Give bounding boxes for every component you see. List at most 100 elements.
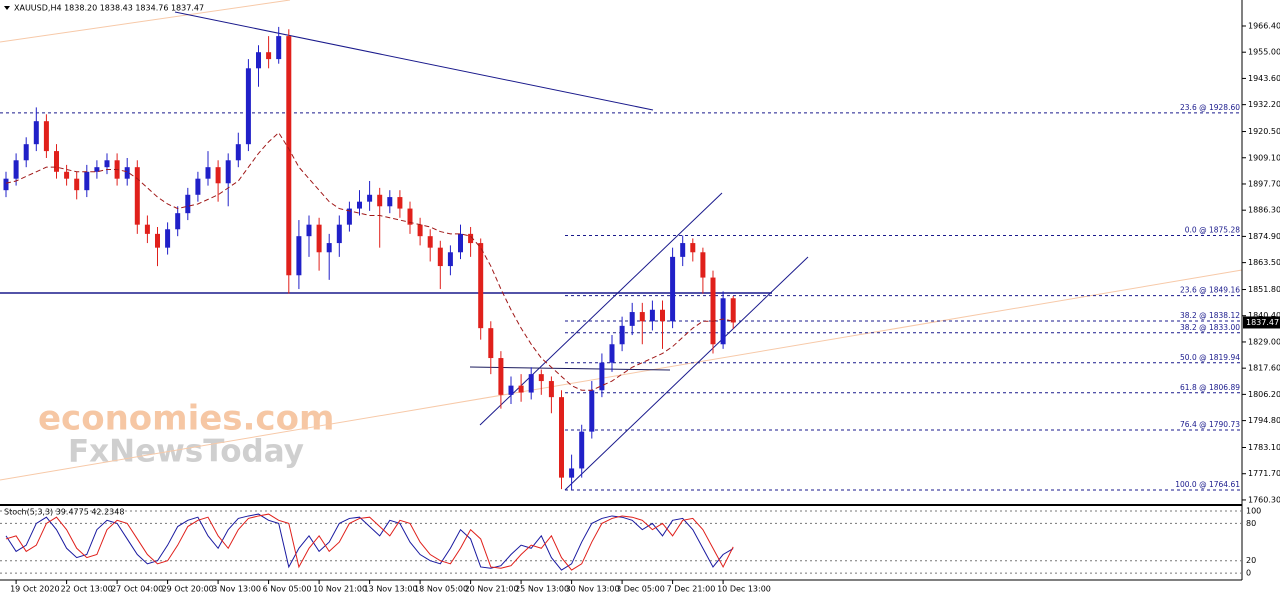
candle-body (165, 229, 171, 248)
x-tick-label: 10 Dec 13:00 (717, 585, 771, 594)
candle-body (700, 252, 706, 278)
menu-arrow[interactable] (4, 6, 10, 10)
trend-line (174, 11, 654, 111)
fib-label: 100.0 @ 1764.61 (1175, 480, 1240, 489)
candle-body (589, 390, 595, 432)
fib-label: 23.6 @ 1849.16 (1180, 286, 1240, 295)
candle-body (306, 224, 312, 237)
fib-label: 61.8 @ 1806.89 (1180, 383, 1240, 392)
candle-body (680, 243, 686, 257)
y-tick-label: 1760.30 (1248, 495, 1280, 504)
candle-body (276, 36, 282, 60)
candle-body (579, 431, 585, 469)
candle-body (134, 167, 140, 225)
x-tick-label: 30 Nov 13:00 (566, 585, 620, 594)
y-tick-label: 1955.00 (1248, 48, 1280, 57)
candle-body (498, 358, 504, 395)
y-tick-label: 1874.90 (1248, 232, 1280, 241)
x-tick-label: 10 Nov 21:00 (313, 585, 367, 594)
candle-body (569, 468, 575, 478)
candle-body (144, 224, 150, 234)
candle-body (64, 171, 70, 179)
candle-body (33, 121, 39, 145)
candle-body (488, 328, 494, 359)
candle-body (43, 121, 49, 152)
candle-body (720, 298, 726, 345)
candle-body (235, 144, 241, 161)
candle-body (387, 197, 393, 207)
candle-body (447, 252, 453, 267)
y-tick-label: 1886.30 (1248, 206, 1280, 215)
watermark: FxNewsToday (68, 434, 304, 470)
candle-body (599, 362, 605, 391)
candle-body (649, 309, 655, 322)
candle-body (225, 160, 231, 184)
y-tick-label: 80 (1246, 519, 1256, 528)
candle-body (124, 167, 130, 179)
candle-body (296, 236, 302, 276)
y-tick-label: 1794.80 (1248, 416, 1280, 425)
candle-body (54, 151, 59, 172)
watermark: economies.com (38, 399, 334, 439)
candle-body (377, 194, 383, 207)
candle-body (336, 224, 342, 244)
candle-body (215, 167, 221, 184)
y-tick-label: 1897.70 (1248, 179, 1280, 188)
candle-body (629, 312, 635, 326)
fib-label: 76.4 @ 1790.73 (1180, 420, 1240, 429)
y-tick-label: 1966.40 (1248, 21, 1280, 30)
stoch-line (5, 513, 734, 571)
x-tick-label: 7 Dec 21:00 (667, 585, 716, 594)
x-tick-label: 22 Oct 13:00 (61, 585, 113, 594)
y-tick-label: 0 (1246, 569, 1251, 578)
candle-body (458, 233, 463, 253)
candle-body (175, 213, 181, 230)
fib-label: 23.6 @ 1928.60 (1180, 103, 1240, 112)
candle-body (205, 167, 211, 179)
candle-body (639, 312, 645, 322)
candle-body (660, 309, 665, 322)
candle-body (104, 160, 110, 168)
candle-body (528, 374, 534, 393)
candle-body (195, 178, 201, 195)
candle-body (357, 201, 362, 209)
y-tick-label: 100 (1246, 506, 1261, 515)
candle-body (508, 385, 514, 395)
x-tick-label: 13 Nov 13:00 (364, 585, 418, 594)
fib-label: 38.2 @ 1838.12 (1180, 311, 1240, 320)
candle-body (367, 194, 373, 202)
candle-body (326, 243, 332, 253)
candle-body (559, 397, 564, 478)
price-badge-label: 1837.47 (1246, 318, 1279, 327)
y-tick-label: 1920.50 (1248, 127, 1280, 136)
indicator-title: Stoch(5,3,3) 39.4775 42.2348 (4, 508, 124, 517)
x-tick-label: 3 Nov 13:00 (212, 585, 261, 594)
candle-body (670, 256, 676, 322)
fib-label: 50.0 @ 1819.94 (1180, 353, 1240, 362)
y-tick-label: 1771.70 (1248, 469, 1280, 478)
candle-body (245, 68, 251, 145)
candle-body (84, 171, 90, 191)
channel-line (564, 256, 809, 491)
y-tick-label: 1783.10 (1248, 443, 1280, 452)
y-tick-label: 1863.50 (1248, 258, 1280, 267)
candle-body (3, 178, 9, 191)
candle-body (256, 52, 261, 69)
stoch-line (5, 513, 734, 571)
candle-body (155, 233, 160, 248)
y-tick-label: 1829.00 (1248, 337, 1280, 346)
x-tick-label: 3 Dec 05:00 (616, 585, 665, 594)
candle-body (538, 374, 544, 382)
candle-body (397, 197, 403, 209)
candle-body (13, 160, 19, 179)
y-tick-label: 1817.60 (1248, 364, 1280, 373)
candle-body (690, 243, 696, 253)
candle-body (286, 36, 292, 276)
candle-body (427, 236, 433, 248)
y-tick-label: 1840.40 (1248, 311, 1280, 320)
candle-body (710, 277, 716, 345)
candle-body (730, 298, 736, 323)
x-tick-label: 20 Nov 21:00 (465, 585, 519, 594)
